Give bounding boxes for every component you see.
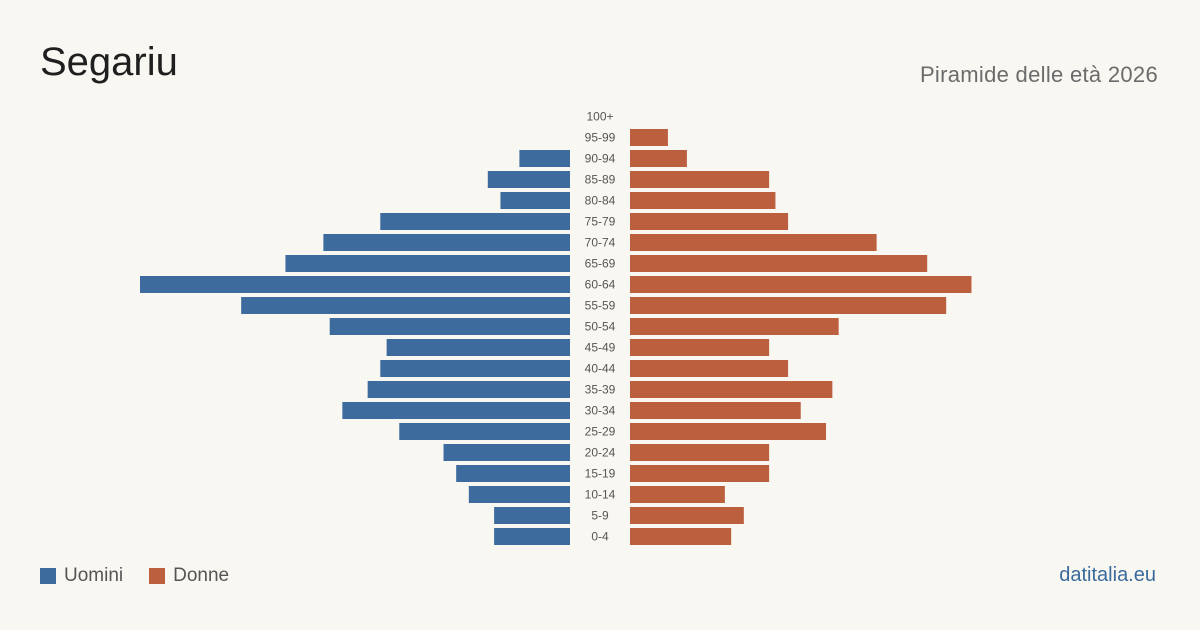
bar-men-70-74: [323, 234, 570, 251]
age-label-40-44: 40-44: [585, 362, 616, 376]
age-label-100plus: 100+: [586, 110, 613, 124]
age-label-25-29: 25-29: [585, 425, 616, 439]
bar-men-30-34: [342, 402, 570, 419]
bar-women-20-24: [630, 444, 770, 461]
women-bars: [630, 129, 972, 545]
legend-item-men: Uomini: [40, 565, 123, 587]
bar-men-50-54: [329, 318, 570, 335]
page-title: Segariu: [40, 40, 178, 84]
legend-label-women: Donne: [173, 565, 230, 586]
age-label-30-34: 30-34: [585, 404, 616, 418]
bar-men-80-84: [500, 192, 570, 209]
age-label-60-64: 60-64: [585, 278, 616, 292]
bar-women-30-34: [630, 402, 801, 419]
bar-men-10-14: [468, 486, 570, 503]
bar-women-40-44: [630, 360, 789, 377]
bar-women-25-29: [630, 423, 827, 440]
bar-men-55-59: [241, 297, 571, 314]
men-bars: [140, 150, 571, 545]
age-label-10-14: 10-14: [585, 488, 616, 502]
bar-men-45-49: [386, 339, 570, 356]
bar-women-55-59: [630, 297, 947, 314]
bar-women-35-39: [630, 381, 833, 398]
bar-women-60-64: [630, 276, 972, 293]
age-labels: 100+ 95-99 90-94 85-89 80-84 75-79 70-74 65-69 6…: [585, 110, 616, 544]
age-label-65-69: 65-69: [585, 257, 616, 271]
age-label-50-54: 50-54: [585, 320, 616, 334]
brand-link[interactable]: datitalia.eu: [1059, 564, 1156, 586]
bar-women-75-79: [630, 213, 789, 230]
bar-women-95-99: [630, 129, 668, 146]
bar-men-90-94: [519, 150, 570, 167]
bar-women-15-19: [630, 465, 770, 482]
bar-women-5-9: [630, 507, 744, 524]
bar-men-40-44: [380, 360, 570, 377]
bar-men-65-69: [285, 255, 570, 272]
age-label-80-84: 80-84: [585, 194, 616, 208]
bar-men-75-79: [380, 213, 570, 230]
bar-women-85-89: [630, 171, 770, 188]
bar-women-10-14: [630, 486, 725, 503]
bar-women-65-69: [630, 255, 928, 272]
bar-men-20-24: [443, 444, 570, 461]
page-subtitle: Piramide delle età 2026: [919, 62, 1158, 87]
bar-women-80-84: [630, 192, 776, 209]
age-label-90-94: 90-94: [585, 152, 616, 166]
age-label-0-4: 0-4: [591, 530, 609, 544]
bar-men-5-9: [494, 507, 570, 524]
bar-women-90-94: [630, 150, 687, 167]
age-label-20-24: 20-24: [585, 446, 616, 460]
legend-swatch-women: [149, 568, 166, 584]
bar-men-0-4: [494, 528, 570, 545]
bar-men-35-39: [367, 381, 570, 398]
age-label-70-74: 70-74: [585, 236, 616, 250]
age-label-85-89: 85-89: [585, 173, 616, 187]
bar-men-60-64: [140, 276, 570, 293]
bar-men-15-19: [456, 465, 570, 482]
legend-label-men: Uomini: [64, 565, 124, 586]
bar-men-25-29: [399, 423, 570, 440]
bar-women-50-54: [630, 318, 839, 335]
age-label-75-79: 75-79: [585, 215, 616, 229]
legend-swatch-men: [40, 568, 56, 584]
legend-item-women: Donne: [149, 565, 229, 587]
age-label-15-19: 15-19: [585, 467, 616, 481]
age-label-35-39: 35-39: [585, 383, 616, 397]
age-label-5-9: 5-9: [591, 509, 609, 523]
legend: Uomini Donne: [40, 565, 255, 587]
bar-men-85-89: [487, 171, 570, 188]
age-label-95-99: 95-99: [585, 131, 616, 145]
age-label-55-59: 55-59: [585, 299, 616, 313]
bar-women-70-74: [630, 234, 877, 251]
age-label-45-49: 45-49: [585, 341, 616, 355]
bar-women-45-49: [630, 339, 770, 356]
bar-women-0-4: [630, 528, 732, 545]
